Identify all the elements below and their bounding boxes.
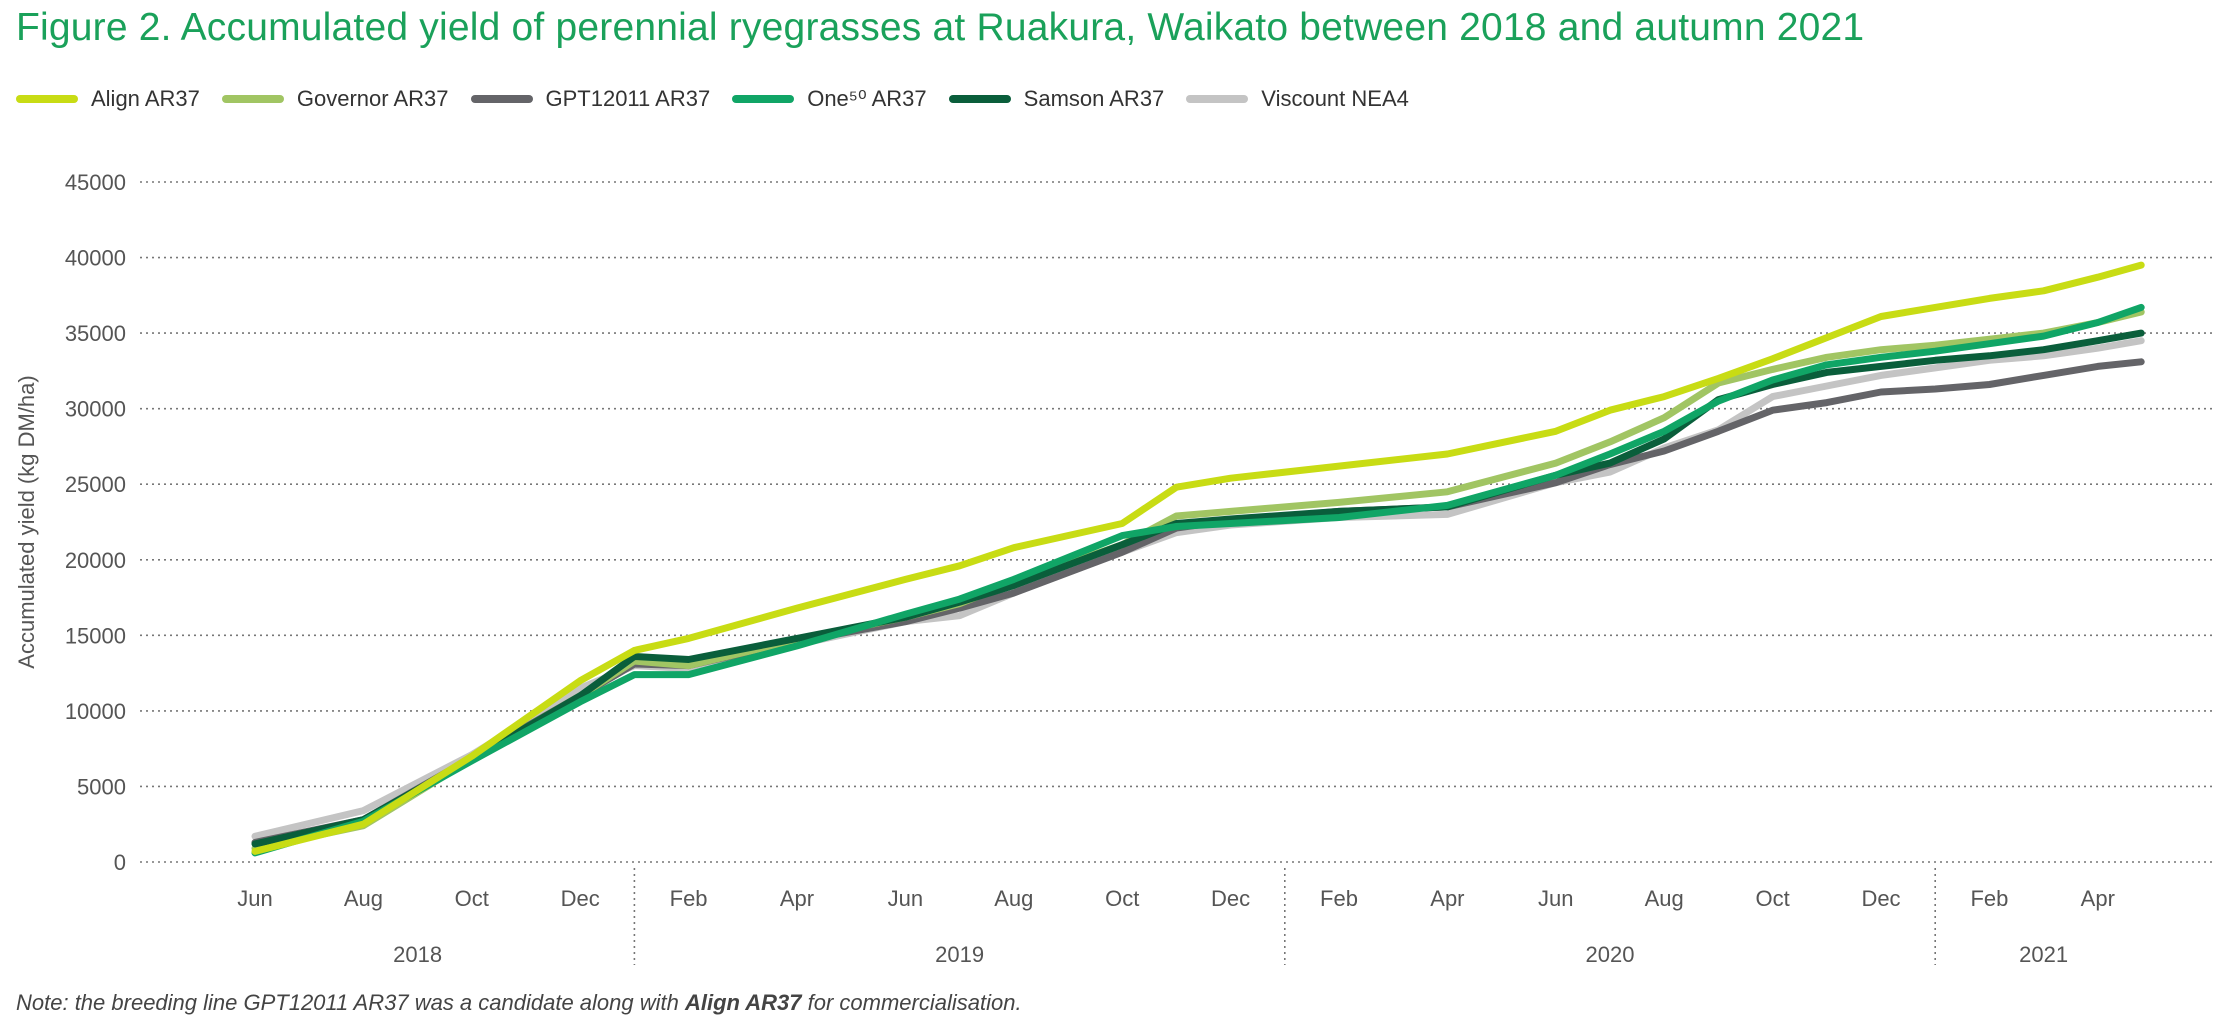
y-tick-label: 45000 <box>65 170 126 195</box>
series-line <box>251 303 2145 857</box>
x-tick-label: Oct <box>1755 886 1789 911</box>
y-axis-label: Accumulated yield (kg DM/ha) <box>14 375 39 668</box>
x-tick-label: Apr <box>2081 886 2115 911</box>
series-line <box>251 337 2145 840</box>
legend-label: Viscount NEA4 <box>1261 86 1409 111</box>
x-tick-label: Jun <box>888 886 923 911</box>
legend-swatch <box>470 95 533 103</box>
y-tick-label: 5000 <box>77 774 126 799</box>
y-tick-label: 30000 <box>65 397 126 422</box>
legend-swatch <box>221 95 284 103</box>
y-tick-label: 20000 <box>65 548 126 573</box>
legend-item: GPT12011 AR37 <box>470 86 711 112</box>
y-tick-label: 10000 <box>65 699 126 724</box>
x-tick-label: Feb <box>1320 886 1358 911</box>
series-line <box>251 329 2145 848</box>
x-tick-label: Jun <box>1538 886 1573 911</box>
x-tick-label: Oct <box>455 886 489 911</box>
legend-swatch <box>948 95 1011 103</box>
legend-label: GPT12011 AR37 <box>545 86 711 111</box>
y-tick-label: 0 <box>114 850 126 875</box>
series-line <box>251 261 2145 855</box>
legend-label: Governor AR37 <box>296 86 449 111</box>
year-label: 2021 <box>2019 942 2068 967</box>
chart-note: Note: the breeding line GPT12011 AR37 wa… <box>16 990 1022 1016</box>
y-tick-label: 15000 <box>65 623 126 648</box>
line-chart: 0 5000 10000 15000 20000 25000 30000 35000 40000… <box>14 170 2213 967</box>
note-bold: Align AR37 <box>684 990 802 1015</box>
year-label: 2020 <box>1586 942 1635 967</box>
legend-label: One⁵⁰ AR37 <box>807 86 927 111</box>
legend-item: Align AR37 <box>16 86 200 112</box>
year-label: 2018 <box>393 942 442 967</box>
legend-item: Governor AR37 <box>221 86 449 112</box>
chart-title: Figure 2. Accumulated yield of perennial… <box>16 6 1865 49</box>
x-tick-label: Apr <box>780 886 814 911</box>
y-tick-label: 35000 <box>65 321 126 346</box>
legend-item: Samson AR37 <box>948 86 1165 112</box>
legend-label: Align AR37 <box>91 86 200 111</box>
legend-label: Samson AR37 <box>1023 86 1165 111</box>
y-tick-label: 40000 <box>65 246 126 271</box>
legend-swatch <box>1186 95 1249 103</box>
x-tick-label: Dec <box>1861 886 1900 911</box>
x-tick-label: Feb <box>670 886 708 911</box>
x-tick-label: Jun <box>237 886 272 911</box>
note-prefix: Note: the breeding line GPT12011 AR37 wa… <box>16 990 685 1015</box>
legend-item: Viscount NEA4 <box>1186 86 1409 112</box>
x-tick-label: Oct <box>1105 886 1139 911</box>
x-tick-label: Dec <box>561 886 600 911</box>
x-tick-label: Feb <box>1970 886 2008 911</box>
year-label: 2019 <box>935 942 984 967</box>
x-tick-label: Dec <box>1211 886 1250 911</box>
note-suffix: for commercialisation. <box>801 990 1022 1015</box>
x-tick-label: Aug <box>344 886 383 911</box>
series-line <box>251 308 2145 852</box>
legend-item: One⁵⁰ AR37 <box>732 86 927 112</box>
x-tick-label: Apr <box>1430 886 1464 911</box>
x-tick-label: Aug <box>1645 886 1684 911</box>
legend-swatch <box>16 95 78 103</box>
series-line <box>251 358 2145 846</box>
chart-legend: Align AR37 Governor AR37 GPT12011 AR37 One⁵… <box>16 86 1431 112</box>
y-tick-label: 25000 <box>65 472 126 497</box>
x-tick-label: Aug <box>994 886 1033 911</box>
legend-swatch <box>732 95 795 103</box>
